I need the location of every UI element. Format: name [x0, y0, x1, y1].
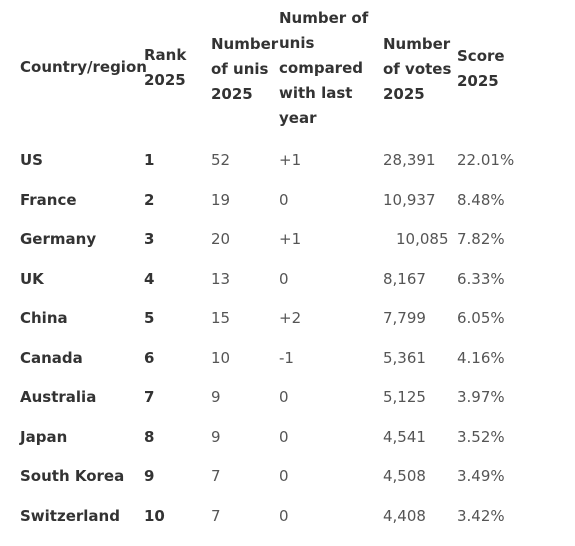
cell-country: UK [20, 269, 44, 288]
cell-score: 3.97% [457, 388, 505, 406]
cell-rank: 5 [144, 309, 155, 327]
cell-compare: +1 [279, 230, 302, 248]
header-rank: Rank 2025 [144, 46, 187, 89]
table-row: China 5 15 +2 7,799 6.05% [0, 308, 575, 348]
cell-compare: 0 [279, 388, 289, 406]
cell-votes: 10,937 [383, 190, 436, 209]
table-row: Australia 7 9 0 5,125 3.97% [0, 387, 575, 427]
cell-votes: 8,167 [383, 269, 426, 288]
cell-country: Canada [20, 348, 83, 367]
cell-rank: 4 [144, 269, 155, 288]
cell-country: South Korea [20, 467, 125, 485]
cell-rank: 9 [144, 467, 155, 485]
cell-votes: 4,408 [383, 506, 426, 525]
cell-compare: 0 [279, 506, 289, 525]
table-row: South Korea 9 7 0 4,508 3.49% [0, 466, 575, 506]
cell-number: 13 [211, 269, 231, 288]
table-row: Switzerland 10 7 0 4,408 3.42% [0, 506, 575, 546]
cell-number: 10 [211, 348, 231, 367]
cell-compare: +1 [279, 151, 302, 169]
cell-votes: 28,391 [383, 151, 436, 169]
header-compared-last-year: Number of unis compared with last year [279, 9, 369, 127]
cell-rank: 3 [144, 230, 155, 248]
cell-number: 9 [211, 427, 221, 446]
cell-rank: 1 [144, 151, 155, 169]
header-number-of-votes: Number of votes 2025 [383, 35, 452, 103]
cell-number: 9 [211, 388, 221, 406]
cell-compare: +2 [279, 309, 302, 327]
cell-rank: 6 [144, 348, 155, 367]
cell-country: Germany [20, 230, 97, 248]
cell-country: China [20, 309, 68, 327]
cell-country: France [20, 190, 77, 209]
cell-country: US [20, 151, 43, 169]
cell-compare: 0 [279, 427, 289, 446]
cell-number: 19 [211, 190, 231, 209]
cell-score: 3.42% [457, 506, 505, 525]
table-row: UK 4 13 0 8,167 6.33% [0, 269, 575, 309]
cell-score: 6.33% [457, 269, 505, 288]
cell-compare: 0 [279, 269, 289, 288]
cell-country: Japan [20, 427, 68, 446]
cell-score: 7.82% [457, 230, 505, 248]
cell-rank: 2 [144, 190, 155, 209]
cell-number: 20 [211, 230, 231, 248]
cell-compare: -1 [279, 348, 294, 367]
cell-rank: 10 [144, 506, 165, 525]
cell-votes: 5,125 [383, 388, 426, 406]
table-row: Canada 6 10 -1 5,361 4.16% [0, 348, 575, 388]
cell-rank: 8 [144, 427, 155, 446]
header-score: Score 2025 [457, 47, 505, 90]
table-header: Country/region Rank 2025 Number of unis … [0, 0, 575, 135]
table-row: US 1 52 +1 28,391 22.01% [0, 150, 575, 190]
cell-votes: 7,799 [383, 309, 426, 327]
cell-votes: 4,541 [383, 427, 426, 446]
rankings-table: Country/region Rank 2025 Number of unis … [0, 0, 575, 525]
cell-score: 3.49% [457, 467, 505, 485]
header-country: Country/region [20, 58, 147, 76]
cell-rank: 7 [144, 388, 155, 406]
cell-score: 22.01% [457, 151, 515, 169]
cell-number: 15 [211, 309, 231, 327]
cell-country: Switzerland [20, 506, 120, 525]
cell-votes: 5,361 [383, 348, 426, 367]
table-row: France 2 19 0 10,937 8.48% [0, 190, 575, 230]
cell-number: 52 [211, 151, 231, 169]
cell-score: 3.52% [457, 427, 505, 446]
table-row: Japan 8 9 0 4,541 3.52% [0, 427, 575, 467]
cell-number: 7 [211, 467, 221, 485]
cell-score: 6.05% [457, 309, 505, 327]
cell-compare: 0 [279, 190, 289, 209]
cell-country: Australia [20, 388, 97, 406]
cell-score: 8.48% [457, 190, 505, 209]
cell-votes: 10,085 [396, 230, 449, 248]
cell-score: 4.16% [457, 348, 505, 367]
cell-votes: 4,508 [383, 467, 426, 485]
header-number-of-unis: Number of unis 2025 [211, 35, 279, 103]
table-row: Germany 3 20 +1 10,085 7.82% [0, 229, 575, 269]
cell-compare: 0 [279, 467, 289, 485]
cell-number: 7 [211, 506, 221, 525]
